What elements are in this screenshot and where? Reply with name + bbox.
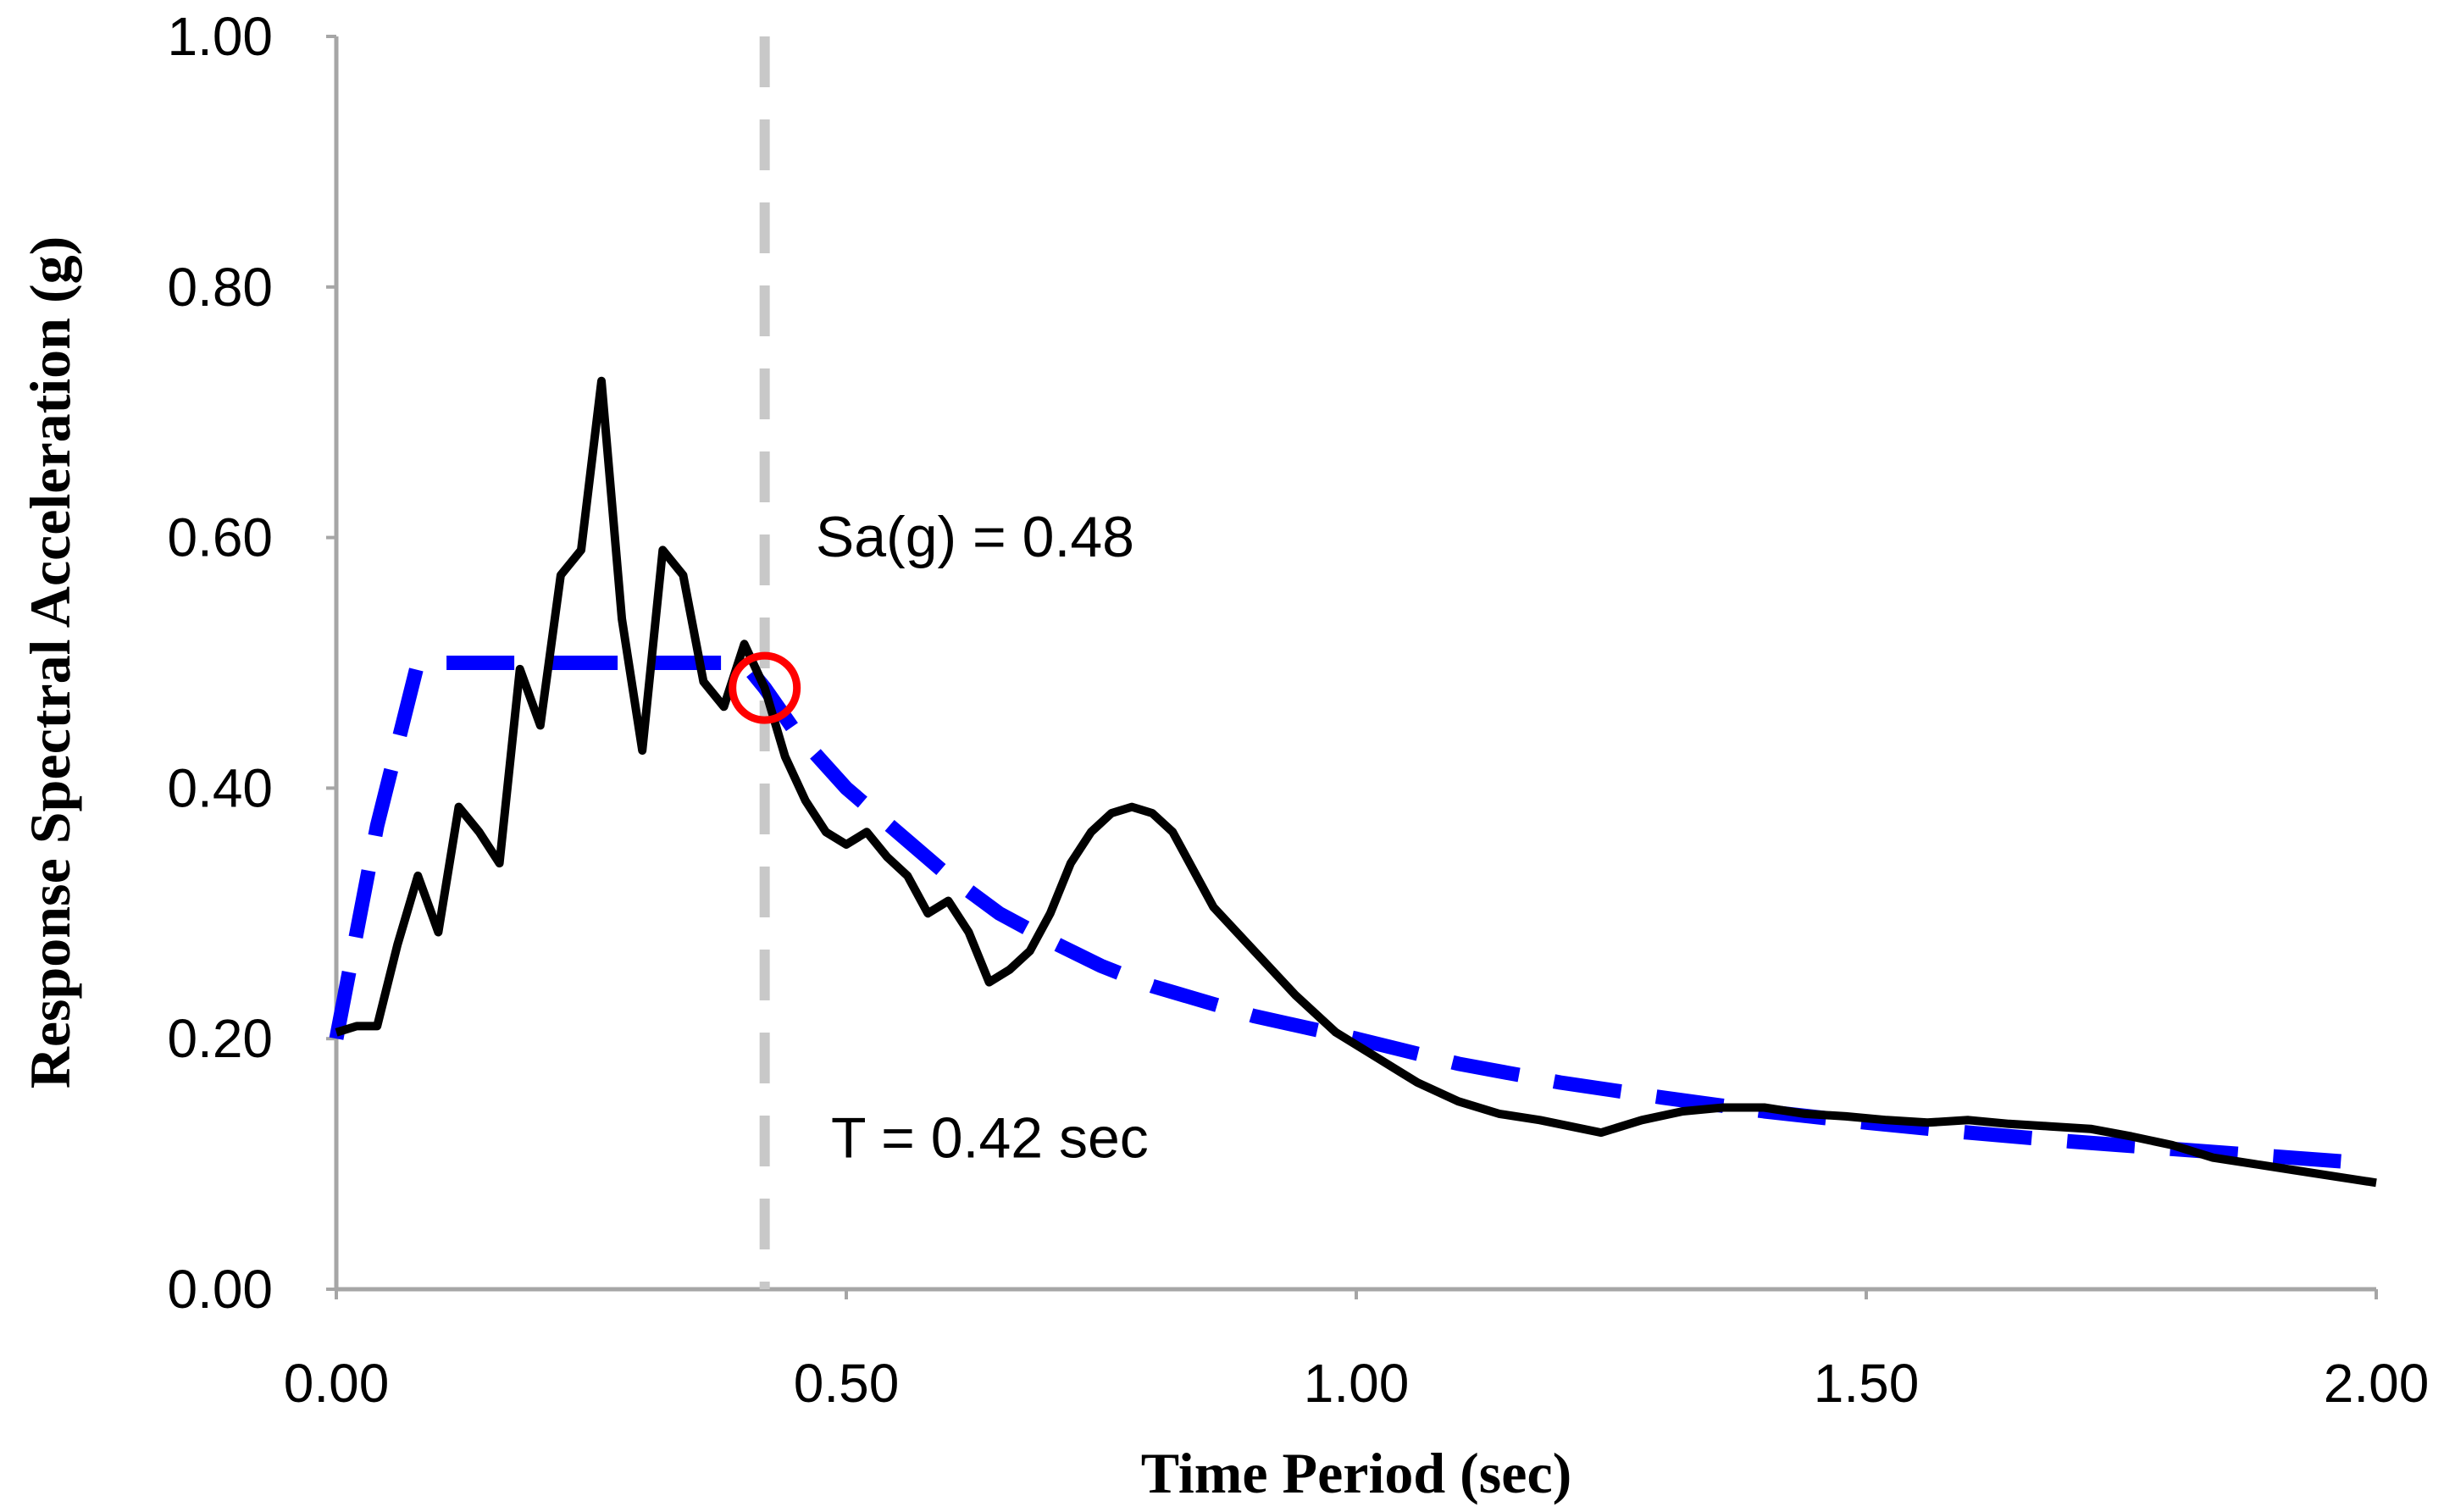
x-tick-label: 0.00 [284, 1353, 390, 1414]
y-tick-label: 0.60 [167, 507, 273, 568]
x-tick-label: 2.00 [2324, 1353, 2430, 1414]
intersection-marker [729, 651, 801, 724]
annotations: Sa(g) = 0.48 T = 0.42 sec [816, 505, 1149, 1171]
annotation-sa: Sa(g) = 0.48 [816, 505, 1134, 569]
x-tick-label: 1.50 [1814, 1353, 1920, 1414]
x-axis-title: Time Period (sec) [1141, 1441, 1572, 1505]
y-tick-labels: 0.00 0.20 0.40 0.60 0.80 1.00 [167, 6, 336, 1320]
response-spectrum-line [335, 376, 2377, 1188]
axes [334, 36, 2376, 1292]
y-tick-label: 0.20 [167, 1008, 273, 1069]
x-tick-labels: 0.00 0.50 1.00 1.50 2.00 [284, 1289, 2430, 1414]
y-tick-label: 1.00 [167, 6, 273, 67]
y-axis-title: Response Spectral Acceleration (g) [18, 236, 82, 1089]
x-tick-label: 1.00 [1304, 1353, 1410, 1414]
y-tick-label: 0.80 [167, 257, 273, 318]
x-tick-label: 0.50 [794, 1353, 900, 1414]
y-tick-label: 0.00 [167, 1259, 273, 1320]
y-tick-label: 0.40 [167, 757, 273, 818]
annotation-period: T = 0.42 sec [831, 1106, 1149, 1171]
plot-area [329, 36, 2377, 1289]
design-spectrum-line [329, 656, 2377, 1171]
